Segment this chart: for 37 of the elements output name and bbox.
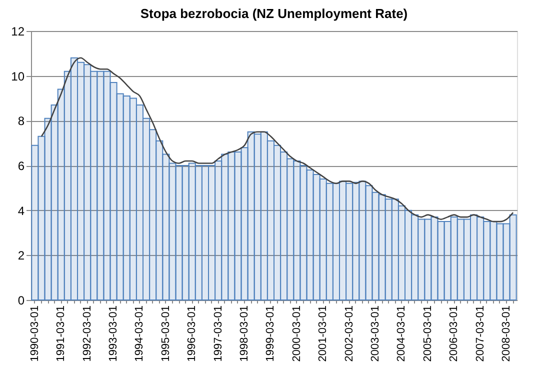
line-series: [40, 57, 514, 222]
y-tick-label: 2: [18, 248, 25, 263]
y-tick-label: 0: [18, 294, 25, 308]
x-tick-label: 1995-03-01: [160, 306, 172, 362]
x-tick-label: 1993-03-01: [108, 306, 120, 362]
x-tick-label: 1994-03-01: [134, 306, 146, 362]
bar: [306, 169, 314, 300]
bar: [103, 70, 111, 300]
x-tick-label: 2002-03-01: [343, 306, 356, 362]
y-tick-label: 8: [18, 114, 25, 128]
x-tick-label: 2005-03-01: [422, 306, 434, 362]
bar: [509, 214, 517, 300]
x-tick-label: 1999-03-01: [264, 306, 277, 362]
bar: [38, 136, 46, 300]
x-tick-label: 2001-03-01: [317, 306, 330, 362]
x-tick-label: 2006-03-01: [448, 306, 460, 362]
bar: [437, 221, 445, 300]
y-tick-label: 4: [18, 204, 25, 218]
chart-title: Stopa bezrobocia (NZ Unemployment Rate): [140, 6, 408, 21]
bar: [372, 192, 380, 300]
x-tick-label: 1996-03-01: [186, 306, 198, 362]
bar: [502, 223, 510, 300]
y-tick-label: 10: [11, 69, 25, 84]
y-tick-label: 12: [11, 24, 25, 38]
x-tick-label: 2008-03-01: [500, 306, 513, 362]
x-tick-label: 2000-03-01: [290, 306, 303, 362]
x-tick-label: 1997-03-01: [212, 306, 224, 362]
bar: [168, 162, 176, 300]
x-tick-label: 1992-03-01: [81, 306, 94, 362]
x-tick-label: 2004-03-01: [396, 306, 408, 362]
x-tick-label: 2003-03-01: [370, 306, 382, 362]
x-tick-label: 1991-03-01: [55, 306, 68, 362]
bar: [234, 152, 242, 300]
x-tick-label: 1998-03-01: [238, 306, 251, 362]
x-tick-label: 1990-03-01: [28, 306, 41, 362]
x-tick-label: 2007-03-01: [474, 306, 486, 362]
y-tick-label: 6: [18, 159, 25, 173]
